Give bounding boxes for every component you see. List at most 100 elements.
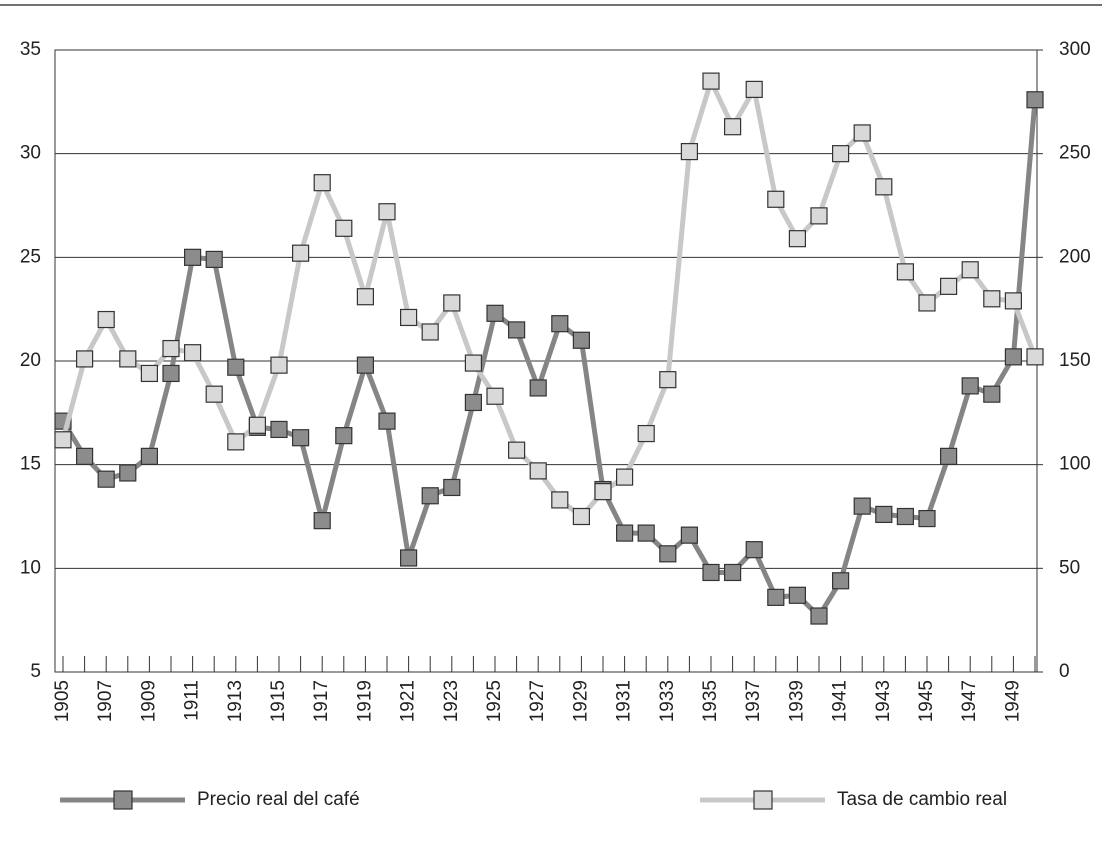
marker	[810, 207, 828, 225]
marker	[443, 478, 461, 497]
x-tick-label: 1947	[959, 680, 980, 722]
legend-marker	[753, 790, 773, 810]
x-tick-label: 1945	[916, 680, 937, 722]
marker	[1004, 348, 1023, 366]
y-tick-label: 25	[20, 246, 41, 267]
legend-label: Tasa de cambio real	[837, 789, 1007, 810]
x-tick-label: 1925	[484, 680, 505, 722]
marker	[767, 190, 785, 208]
marker	[119, 350, 137, 368]
y-tick-label: 5	[30, 661, 41, 682]
marker	[1004, 292, 1023, 310]
y2-tick-label: 150	[1059, 350, 1091, 371]
y2-tick-label: 200	[1059, 246, 1091, 267]
x-tick-label: 1931	[614, 680, 635, 722]
marker	[939, 447, 958, 465]
marker	[378, 203, 396, 221]
marker	[227, 433, 245, 451]
y2-tick-label: 0	[1059, 661, 1070, 682]
marker	[292, 429, 310, 447]
y-tick-label: 35	[20, 39, 41, 60]
marker	[1026, 348, 1044, 366]
marker	[918, 509, 936, 528]
marker	[896, 263, 915, 281]
marker	[270, 420, 288, 439]
marker	[853, 497, 871, 515]
marker	[227, 358, 245, 376]
marker	[594, 483, 612, 501]
marker	[508, 441, 526, 459]
marker	[810, 607, 828, 625]
y2-tick-label: 50	[1059, 557, 1080, 578]
marker	[184, 248, 202, 266]
marker	[853, 124, 871, 142]
x-tick-label: 1939	[786, 680, 807, 722]
y-tick-label: 10	[20, 557, 41, 578]
y-tick-label: 30	[20, 143, 41, 164]
marker	[659, 371, 677, 389]
series-line	[60, 78, 1038, 519]
marker	[248, 416, 266, 434]
marker	[551, 491, 569, 509]
x-tick-label: 1943	[873, 680, 894, 722]
marker	[400, 308, 418, 327]
y-tick-label: 15	[20, 454, 41, 475]
marker	[356, 356, 374, 374]
marker	[680, 526, 699, 544]
marker	[1026, 91, 1044, 109]
marker	[961, 377, 979, 395]
marker	[875, 178, 893, 196]
marker	[723, 563, 742, 582]
y-tick-label: 20	[20, 350, 41, 371]
x-tick-label: 1909	[138, 680, 159, 722]
marker	[529, 379, 547, 397]
marker	[615, 468, 634, 486]
marker	[659, 545, 677, 563]
marker	[335, 427, 353, 445]
marker	[97, 470, 115, 488]
x-tick-label: 1905	[52, 680, 73, 722]
y2-tick-label: 250	[1059, 143, 1091, 164]
marker	[745, 80, 763, 98]
x-tick-label: 1911	[182, 680, 203, 721]
marker	[680, 142, 699, 161]
marker	[788, 586, 807, 604]
x-tick-label: 1915	[268, 680, 289, 722]
marker	[983, 385, 1001, 403]
x-tick-label: 1935	[700, 680, 721, 722]
marker	[313, 174, 331, 192]
legend-marker	[113, 790, 133, 810]
marker	[335, 219, 353, 237]
marker	[162, 339, 180, 358]
marker	[529, 462, 547, 480]
marker	[400, 549, 418, 567]
y2-tick-label: 300	[1059, 39, 1091, 60]
marker	[896, 507, 915, 526]
x-tick-label: 1923	[441, 680, 462, 722]
marker	[313, 512, 331, 530]
series-line	[60, 99, 1038, 619]
marker	[572, 331, 591, 349]
marker	[572, 507, 591, 526]
marker	[745, 541, 763, 559]
marker	[983, 290, 1001, 308]
marker	[875, 505, 893, 524]
marker	[54, 431, 72, 449]
marker	[788, 230, 807, 248]
x-tick-label: 1919	[354, 680, 375, 722]
marker	[637, 424, 655, 443]
marker	[939, 277, 958, 295]
x-tick-label: 1907	[95, 680, 116, 722]
marker	[205, 250, 223, 269]
marker	[831, 145, 850, 163]
marker	[162, 364, 180, 383]
marker	[486, 387, 504, 405]
marker	[637, 524, 655, 542]
marker	[356, 288, 374, 306]
marker	[723, 118, 742, 136]
marker	[75, 447, 94, 465]
x-tick-label: 1937	[743, 680, 764, 722]
marker	[464, 393, 482, 412]
marker	[421, 323, 439, 341]
